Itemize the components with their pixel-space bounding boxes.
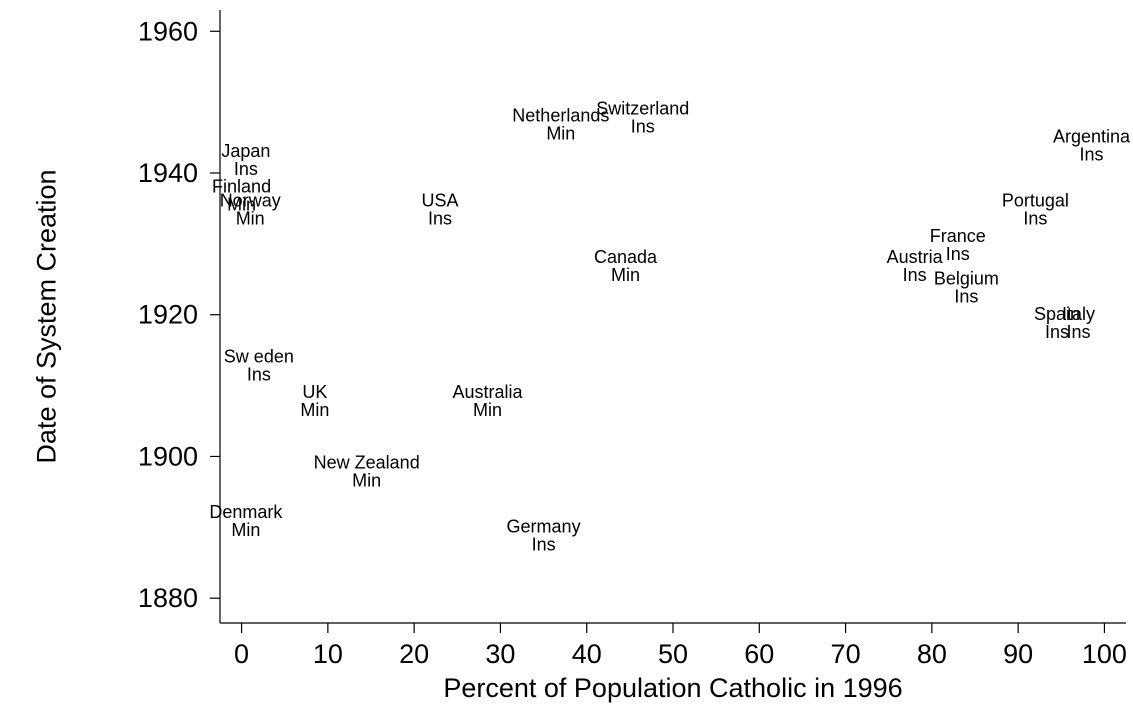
point-country-label: Netherlands <box>512 105 609 125</box>
point-country-label: Germany <box>507 516 581 536</box>
x-tick-label: 30 <box>485 639 515 669</box>
point-country-label: Finland <box>212 176 271 196</box>
point-type-label: Ins <box>946 244 970 264</box>
point-country-label: Austria <box>887 247 944 267</box>
point-country-label: Argentina <box>1053 127 1131 147</box>
x-ticks: 0 10 20 30 40 50 60 70 80 90 100 <box>234 623 1127 669</box>
point-type-label: Min <box>300 400 329 420</box>
point-type-label: Ins <box>428 208 452 228</box>
x-tick-label: 10 <box>313 639 343 669</box>
point-type-label: Min <box>236 208 265 228</box>
x-tick-label: 70 <box>831 639 861 669</box>
data-points: JapanInsFinlandMinNorwayMinUSAInsNetherl… <box>209 98 1131 554</box>
point-country-label: France <box>930 226 986 246</box>
point-country-label: New Zealand <box>314 453 420 473</box>
x-tick-label: 60 <box>744 639 774 669</box>
x-tick-label: 20 <box>399 639 429 669</box>
y-ticks: 1880 1900 1920 1940 1960 <box>138 16 220 613</box>
point-type-label: Min <box>227 194 256 214</box>
point-type-label: Ins <box>1023 208 1047 228</box>
x-tick-label: 80 <box>917 639 947 669</box>
point-type-label: Min <box>611 265 640 285</box>
x-tick-label: 90 <box>1003 639 1033 669</box>
point-type-label: Ins <box>1067 322 1091 342</box>
point-country-label: USA <box>422 190 459 210</box>
point-type-label: Min <box>473 400 502 420</box>
point-type-label: Ins <box>1045 322 1069 342</box>
point-country-label: UK <box>302 382 327 402</box>
point-country-label: Japan <box>221 141 270 161</box>
x-axis-title: Percent of Population Catholic in 1996 <box>443 673 902 703</box>
point-country-label: Portugal <box>1002 190 1069 210</box>
point-country-label: Spain <box>1034 304 1080 324</box>
point-country-label: Australia <box>452 382 523 402</box>
point-type-label: Ins <box>903 265 927 285</box>
point-country-label: Norway <box>220 190 281 210</box>
point-type-label: Ins <box>631 116 655 136</box>
point-type-label: Ins <box>234 159 258 179</box>
point-type-label: Min <box>231 520 260 540</box>
y-axis-title: Date of System Creation <box>31 169 61 463</box>
y-tick-label: 1900 <box>138 441 198 471</box>
point-country-label: Belgium <box>934 268 999 288</box>
x-tick-label: 50 <box>658 639 688 669</box>
point-type-label: Ins <box>532 534 556 554</box>
point-type-label: Ins <box>954 286 978 306</box>
x-tick-label: 40 <box>572 639 602 669</box>
point-country-label: Switzerland <box>596 98 689 118</box>
point-type-label: Ins <box>247 364 271 384</box>
x-tick-label: 0 <box>234 639 249 669</box>
point-type-label: Min <box>546 123 575 143</box>
point-country-label: Sw eden <box>224 346 294 366</box>
y-tick-label: 1960 <box>138 16 198 46</box>
point-type-label: Min <box>352 471 381 491</box>
y-tick-label: 1940 <box>138 158 198 188</box>
y-tick-label: 1880 <box>138 583 198 613</box>
point-type-label: Ins <box>1079 145 1103 165</box>
point-country-label: Italy <box>1062 304 1095 324</box>
x-tick-label: 100 <box>1082 639 1127 669</box>
point-country-label: Denmark <box>209 502 283 522</box>
y-tick-label: 1920 <box>138 300 198 330</box>
point-country-label: Canada <box>594 247 658 267</box>
